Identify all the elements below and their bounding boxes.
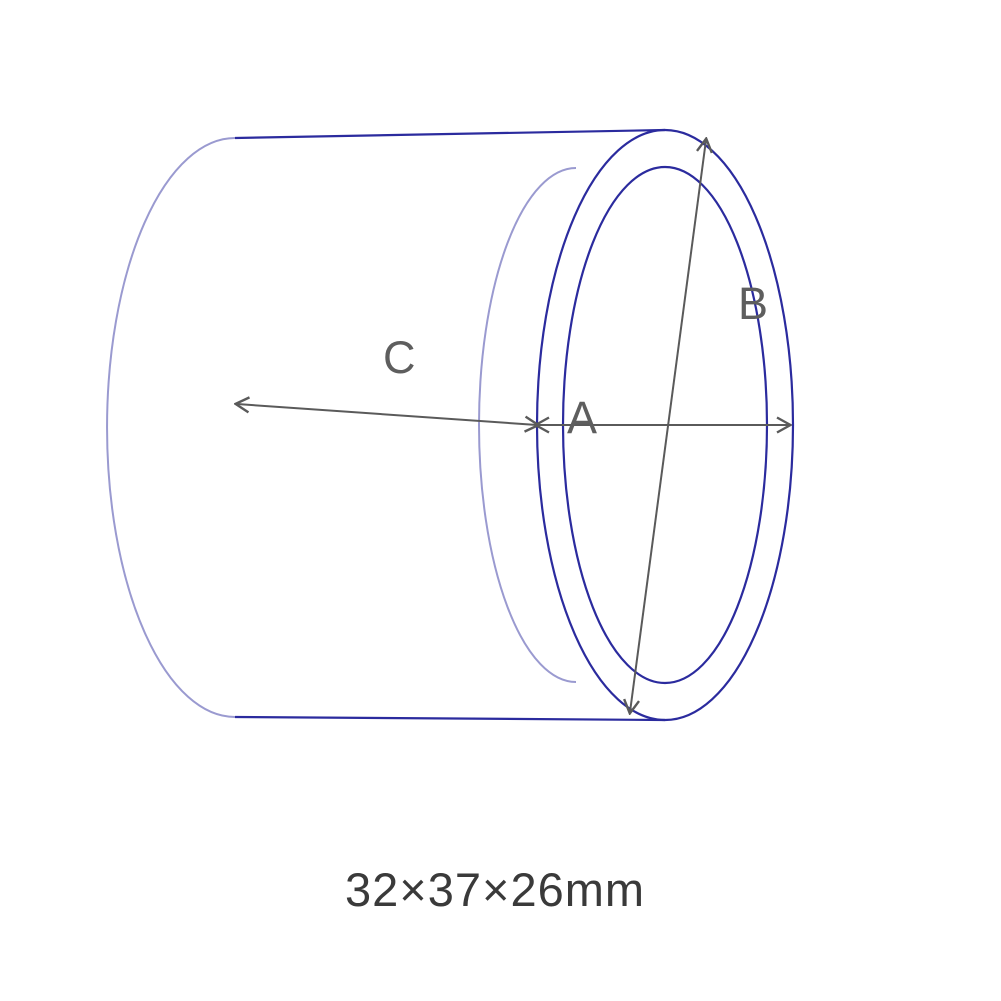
dim-label-c: C xyxy=(383,332,416,384)
dim-label-a: A xyxy=(567,392,597,444)
dimensions-caption: 32×37×26mm xyxy=(345,862,645,917)
bushing-drawing xyxy=(0,0,1001,1001)
dim-arrow-c xyxy=(237,404,537,425)
dim-label-b: B xyxy=(738,278,768,330)
diagram-canvas: C A B 32×37×26mm xyxy=(0,0,1001,1001)
dimension-arrows xyxy=(237,140,789,712)
